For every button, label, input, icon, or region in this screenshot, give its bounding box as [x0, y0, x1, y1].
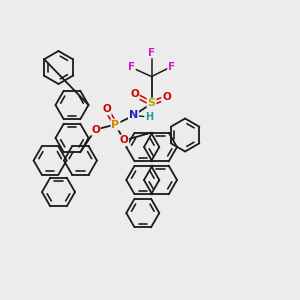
Text: H: H — [145, 112, 153, 122]
Text: S: S — [148, 98, 155, 109]
Text: N: N — [129, 110, 138, 121]
Text: O: O — [91, 124, 100, 135]
Text: P: P — [111, 119, 120, 130]
Text: F: F — [168, 61, 175, 72]
Text: O: O — [130, 89, 139, 100]
Text: O: O — [119, 135, 128, 146]
Text: F: F — [128, 62, 135, 73]
Text: O: O — [162, 92, 171, 103]
Text: O: O — [102, 104, 111, 115]
Text: F: F — [148, 47, 155, 58]
